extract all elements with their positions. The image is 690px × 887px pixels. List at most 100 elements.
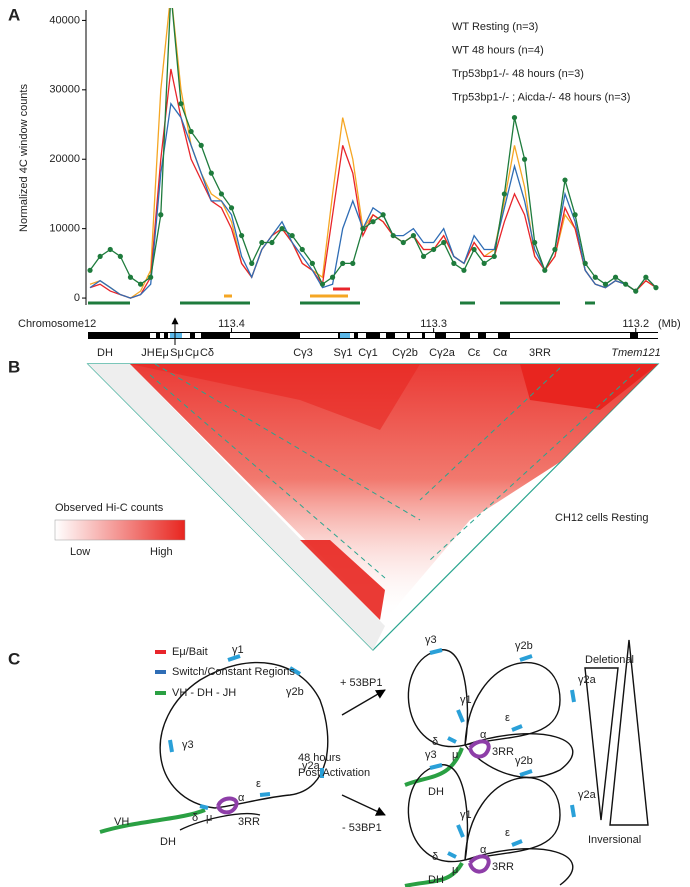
loop-label: α [480, 844, 487, 856]
series-marker [461, 267, 467, 273]
loop-label: γ3 [425, 634, 437, 646]
loop-label: μ [206, 812, 212, 824]
series-marker [97, 253, 103, 260]
series-marker [360, 226, 366, 232]
series-marker [380, 212, 386, 218]
chromosome-gap [510, 333, 630, 338]
series-marker [127, 274, 134, 280]
panel-label: A [8, 5, 20, 24]
loop-label: DH [428, 874, 444, 886]
chromosome-gap [230, 333, 250, 338]
loop-label: VH [114, 816, 129, 828]
bait [340, 333, 350, 338]
loop-label: 3RR [492, 861, 514, 873]
series-marker [410, 232, 417, 239]
legend-entry: Switch/Constant Regions [172, 666, 295, 678]
series-line [89, 8, 657, 292]
series-marker [158, 212, 164, 218]
loop-label: ε [256, 778, 261, 790]
chromosome-gap [446, 333, 460, 338]
gene-label: Cγ2b [392, 347, 418, 359]
series-marker [279, 226, 285, 232]
series-marker [471, 246, 477, 253]
loop-label: γ2a [578, 789, 597, 801]
orientation: Deletional [585, 654, 634, 666]
chromosome-bar [88, 332, 658, 339]
series-marker [198, 142, 204, 148]
gene-label: Cε [468, 347, 481, 359]
chromosome-gap [380, 333, 386, 338]
series-marker [117, 253, 123, 260]
series-marker [451, 260, 457, 266]
loop-label: DH [160, 836, 176, 848]
orientation: Inversional [588, 834, 641, 846]
gene-label: JH [141, 347, 155, 359]
series-marker [87, 267, 93, 273]
series-marker [107, 246, 113, 253]
series-marker [390, 232, 396, 239]
x-axis-label: Chromosome12 [18, 318, 96, 330]
gene-label: Cγ1 [358, 347, 378, 359]
series-marker [420, 253, 427, 260]
gene-label: Eμ [155, 347, 169, 359]
loop-label: α [238, 792, 245, 804]
series-marker [552, 246, 558, 253]
y-tick-label: 40000 [49, 14, 80, 26]
loop-label: γ2a [578, 674, 597, 686]
series-marker [350, 260, 356, 266]
legend-entry: VH - DH - JH [172, 687, 236, 699]
legend-entry: WT 48 hours (n=4) [452, 44, 544, 56]
series-marker [340, 260, 346, 266]
series-marker [491, 253, 497, 260]
series-marker [582, 260, 588, 266]
loop-label: γ1 [460, 809, 472, 821]
series-marker [218, 191, 225, 197]
series-marker [542, 267, 548, 273]
series-marker [239, 232, 245, 239]
series-marker [269, 239, 275, 246]
legend-title: Observed Hi-C counts [55, 502, 164, 514]
chromosome-gap [638, 333, 658, 338]
loop-label: DH [428, 786, 444, 798]
condition: - 53BP1 [342, 822, 382, 834]
series-marker [228, 205, 235, 211]
chromosome-gap [486, 333, 498, 338]
chromosome-gap [160, 333, 164, 338]
x-unit: (Mb) [658, 318, 681, 330]
series-line [89, 68, 657, 299]
loop-label: μ [452, 864, 458, 876]
loop-label: 3RR [238, 816, 260, 828]
gene-label: Tmem121 [611, 347, 661, 359]
series-marker [319, 281, 326, 287]
loop-label: μ [452, 749, 458, 761]
gene-label: Cδ [200, 347, 214, 359]
y-axis-label: Normalized 4C window counts [18, 84, 30, 232]
caption: CH12 cells Resting [555, 512, 649, 524]
hic-heatmap [54, 363, 660, 651]
loop-label: ε [505, 712, 510, 724]
series-marker [178, 101, 184, 107]
loop-label: ε [505, 827, 510, 839]
loop-label: δ [432, 736, 438, 748]
series-marker [309, 260, 315, 266]
gene-label: Cγ2a [429, 347, 456, 359]
loop-diagrams [99, 639, 649, 887]
legend-low: Low [70, 546, 90, 558]
loop-label: γ3 [182, 739, 194, 751]
series-marker [562, 177, 568, 183]
series-marker [643, 274, 649, 280]
series-marker [400, 239, 406, 246]
time: Post Activation [298, 767, 370, 779]
loop-label: γ2b [515, 755, 533, 767]
series-marker [501, 191, 507, 197]
series-marker [148, 274, 154, 280]
series-marker [481, 260, 487, 266]
series-marker [572, 212, 578, 218]
chromosome-gap [395, 333, 407, 338]
series-marker [249, 260, 255, 266]
series-marker [592, 274, 598, 280]
legend-entry: Eμ/Bait [172, 646, 208, 658]
x-tick-label: 113.2 [622, 318, 649, 330]
series-marker [299, 246, 305, 253]
chromosome-gap [470, 333, 478, 338]
